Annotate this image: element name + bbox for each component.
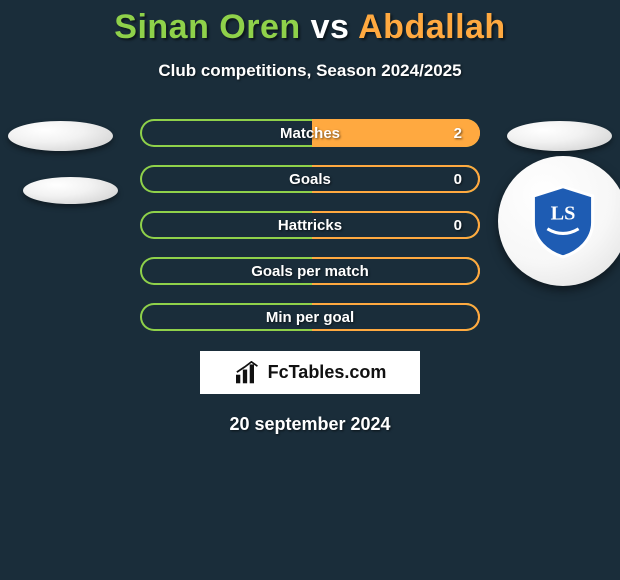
stat-label: Goals per match <box>251 263 369 280</box>
decor-ellipse-right-1 <box>507 121 612 151</box>
page-title: Sinan Oren vs Abdallah <box>0 0 620 47</box>
stat-value: 0 <box>454 217 462 234</box>
stat-row: Goals 0 <box>140 165 480 193</box>
fctables-badge: FcTables.com <box>200 351 420 394</box>
shield-icon: LS <box>524 182 602 260</box>
date: 20 september 2024 <box>0 414 620 435</box>
stat-row: Min per goal <box>140 303 480 331</box>
subtitle: Club competitions, Season 2024/2025 <box>0 61 620 81</box>
stat-label: Min per goal <box>266 309 354 326</box>
title-left: Sinan Oren <box>114 8 300 46</box>
stat-label: Hattricks <box>278 217 342 234</box>
decor-ellipse-left-1 <box>8 121 113 151</box>
stat-row: Hattricks 0 <box>140 211 480 239</box>
title-vs: vs <box>311 8 350 46</box>
club-logo-lausanne: LS <box>498 156 620 286</box>
title-right: Abdallah <box>358 8 506 46</box>
stat-row: Matches 2 <box>140 119 480 147</box>
svg-text:LS: LS <box>551 202 576 224</box>
decor-ellipse-left-2 <box>23 177 118 204</box>
bar-chart-icon <box>234 361 262 385</box>
stat-row: Goals per match <box>140 257 480 285</box>
stat-label: Matches <box>280 125 340 142</box>
stat-label: Goals <box>289 171 331 188</box>
fctables-text: FcTables.com <box>268 362 387 383</box>
stat-value: 0 <box>454 171 462 188</box>
stat-value: 2 <box>454 125 462 142</box>
